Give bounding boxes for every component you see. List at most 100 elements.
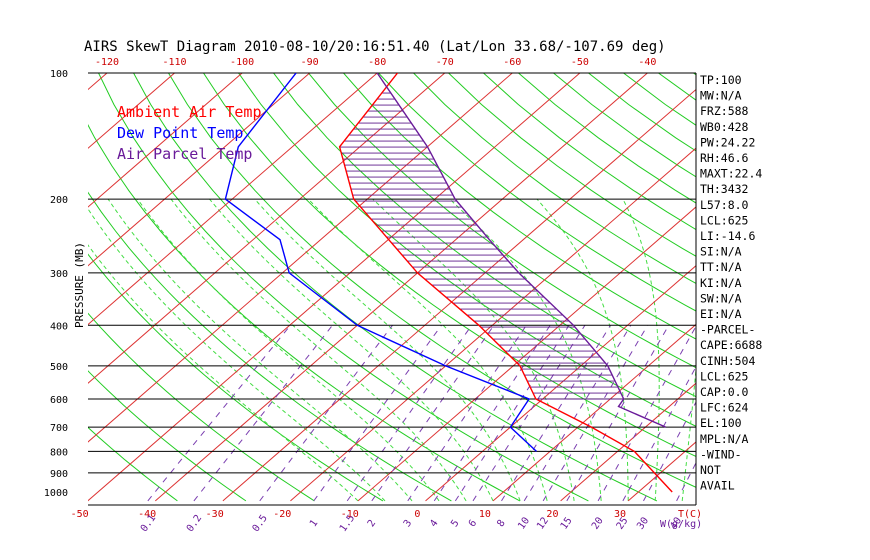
- stats-line: TP:100: [700, 73, 742, 87]
- stats-line: AVAIL: [700, 479, 735, 493]
- isotherm-line: [88, 73, 243, 208]
- isotherm-line: [88, 73, 581, 502]
- series-line-air-parcel-temp: [376, 73, 667, 428]
- stats-line: LI:-14.6: [700, 229, 755, 243]
- stats-line: KI:N/A: [700, 276, 742, 290]
- mixing-ratio-tick-label: 2: [366, 518, 378, 529]
- stats-line: EL:100: [700, 416, 742, 430]
- legend-entry: Ambient Air Temp: [117, 103, 262, 121]
- dry-adiabat-line: [88, 253, 384, 502]
- mixing-ratio-line: [346, 324, 473, 502]
- legend-entry: Air Parcel Temp: [117, 145, 252, 163]
- pressure-tick-label: 400: [50, 321, 68, 332]
- stats-line: MAXT:22.4: [700, 167, 762, 181]
- moist-adiabat-line: [137, 198, 440, 502]
- stats-line: CAP:0.0: [700, 385, 749, 399]
- mixing-ratio-line: [566, 325, 670, 502]
- pressure-tick-label: 700: [50, 423, 68, 434]
- pressure-tick-label: 600: [50, 395, 68, 406]
- dry-adiabat-line: [412, 73, 696, 285]
- stats-line: TH:3432: [700, 182, 748, 196]
- legend-entry: Dew Point Temp: [117, 124, 243, 142]
- bottom-temp-tick-label: 0: [414, 509, 420, 520]
- mixing-ratio-line: [407, 324, 527, 502]
- stats-line: LFC:624: [700, 401, 749, 415]
- moist-adiabat-line: [372, 198, 575, 501]
- top-temp-tick-label: -100: [230, 57, 254, 68]
- isotherm-line: [88, 73, 176, 149]
- mixing-ratio-tick-label: 6: [467, 518, 479, 529]
- bottom-temp-tick-label: -10: [341, 509, 359, 520]
- mixing-ratio-tick-label: 0.2: [185, 513, 204, 534]
- bottom-temp-tick-label: 30: [614, 509, 626, 520]
- top-temp-tick-label: -120: [95, 57, 119, 68]
- stats-line: L57:8.0: [700, 198, 749, 212]
- dry-adiabat-line: [97, 73, 589, 502]
- pressure-tick-label: 1000: [44, 488, 68, 499]
- isotherm-line: [88, 73, 311, 267]
- dry-adiabat-line: [88, 312, 315, 502]
- isotherm-line: [492, 323, 696, 502]
- mixing-ratio-tick-label: 8: [495, 518, 507, 529]
- y-axis-label: PRESSURE (MB): [73, 242, 86, 328]
- dry-adiabat-line: [377, 73, 696, 312]
- bottom-temp-tick-label: -50: [71, 509, 89, 520]
- mixing-ratio-line: [313, 324, 442, 502]
- moist-adiabat-line: [254, 198, 521, 502]
- top-temp-tick-label: -70: [436, 57, 454, 68]
- dry-adiabat-line: [88, 426, 178, 502]
- moist-adiabat-grid: [88, 198, 696, 502]
- pressure-tick-label: 100: [50, 69, 68, 80]
- moist-adiabat-line: [449, 198, 602, 501]
- series-line-ambient-air-temp: [338, 73, 673, 493]
- moist-adiabat-line: [681, 199, 696, 501]
- dry-adiabat-line: [132, 73, 658, 502]
- stats-line: FRZ:588: [700, 104, 749, 118]
- moist-adiabat-line: [307, 198, 548, 502]
- mixing-ratio-grid: [147, 324, 696, 502]
- series-line-dew-point-temp: [224, 73, 537, 452]
- mixing-ratio-line: [259, 324, 393, 502]
- dry-adiabat-line: [88, 370, 247, 502]
- moist-adiabat-line: [622, 198, 660, 501]
- dry-adiabat-line: [167, 73, 696, 488]
- isotherm-line: [763, 54, 870, 501]
- mixing-ratio-line: [147, 324, 291, 502]
- stats-line: MPL:N/A: [700, 432, 749, 446]
- mixing-ratio-line: [433, 324, 551, 502]
- stats-line: TT:N/A: [700, 260, 742, 274]
- moist-adiabat-line: [536, 198, 629, 501]
- mixing-ratio-line: [523, 325, 632, 502]
- mixing-ratio-tick-label: 0.5: [251, 513, 270, 534]
- moist-adiabat-line: [88, 208, 386, 502]
- moist-adiabat-line: [209, 198, 494, 502]
- stats-line: CINH:504: [700, 354, 755, 368]
- stats-line: RH:46.6: [700, 151, 749, 165]
- stats-line: WB0:428: [700, 120, 749, 134]
- dry-adiabat-line: [482, 73, 696, 231]
- top-temp-tick-label: -60: [503, 57, 521, 68]
- top-temp-tick-label: -40: [638, 57, 656, 68]
- dry-adiabat-line: [88, 123, 521, 502]
- pressure-tick-label: 200: [50, 195, 68, 206]
- isotherm-line: [357, 206, 696, 502]
- stats-line: SW:N/A: [700, 291, 742, 305]
- mixing-ratio-line: [597, 325, 696, 502]
- bottom-temp-tick-label: -20: [273, 509, 291, 520]
- isobar-grid: [88, 72, 697, 506]
- stats-line: CAPE:6688: [700, 338, 762, 352]
- dry-adiabat-line: [88, 191, 452, 502]
- mixing-ratio-tick-label: 4: [428, 518, 440, 529]
- mixing-ratio-tick-label: 20: [590, 515, 606, 531]
- chart-title: AIRS SkewT Diagram 2010-08-10/20:16:51.4…: [84, 39, 666, 55]
- isotherm-line: [88, 73, 446, 384]
- bottom-temp-tick-label: -40: [138, 509, 156, 520]
- top-temp-tick-label: -110: [163, 57, 187, 68]
- mixing-ratio-tick-label: 5: [449, 518, 461, 529]
- stats-line: NOT: [700, 463, 721, 477]
- bottom-temp-tick-labels: -50 -40 -30 -20 -10 0 10 20 30: [71, 509, 626, 520]
- mixing-ratio-line: [501, 324, 611, 502]
- stats-line: PW:24.22: [700, 135, 755, 149]
